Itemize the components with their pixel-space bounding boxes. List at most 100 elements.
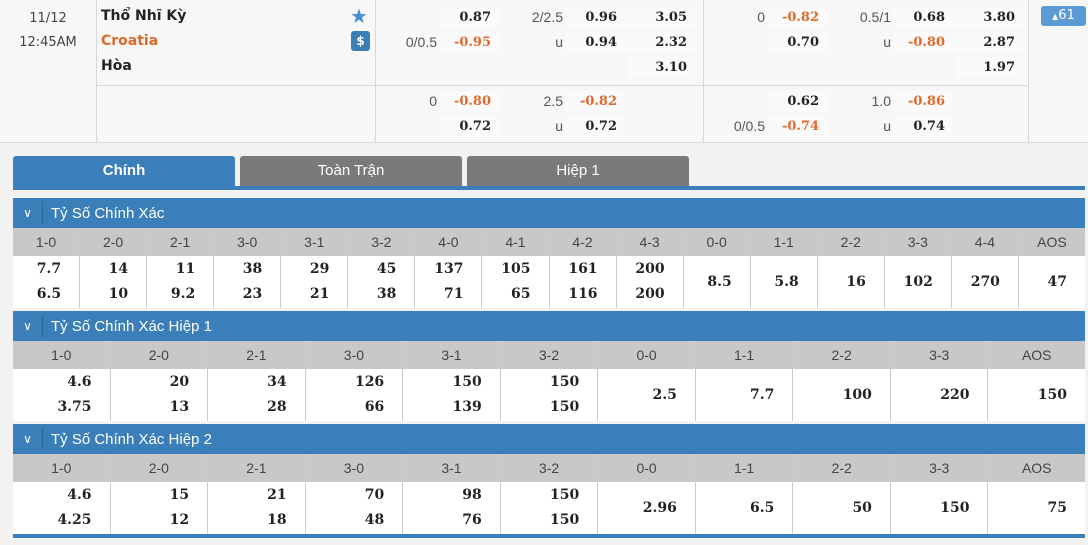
- home-score-odds[interactable]: 70: [364, 487, 385, 503]
- tab-1[interactable]: Toàn Trận: [240, 156, 462, 186]
- away-score-odds[interactable]: 116: [568, 286, 598, 302]
- home-score-odds[interactable]: 150: [452, 374, 482, 390]
- home-score-odds[interactable]: 4.6: [67, 374, 92, 390]
- away-score-odds[interactable]: 4.25: [57, 512, 92, 528]
- away-score-odds[interactable]: 21: [309, 286, 330, 302]
- score-odds[interactable]: 150: [1037, 386, 1068, 403]
- home-score-odds[interactable]: 105: [501, 261, 531, 277]
- away-score-odds[interactable]: 13: [169, 399, 190, 415]
- away-score-odds[interactable]: 3.75: [57, 399, 92, 415]
- score-odds[interactable]: 102: [903, 273, 933, 290]
- draw-odds[interactable]: 1.97: [955, 57, 1023, 78]
- away-score-odds[interactable]: 76: [462, 512, 482, 528]
- section-header[interactable]: ∨ Tỷ Số Chính Xác Hiệp 1: [13, 311, 1085, 341]
- home-score-odds[interactable]: 14: [108, 261, 129, 277]
- section-header[interactable]: ∨ Tỷ Số Chính Xác: [13, 198, 1085, 228]
- away-win-odds[interactable]: 2.87: [955, 32, 1023, 53]
- away-score-odds[interactable]: 48: [364, 512, 385, 528]
- score-column: 3-1 98 76: [403, 454, 501, 534]
- away-score-odds[interactable]: 18: [267, 512, 287, 528]
- draw-odds[interactable]: 3.10: [627, 57, 695, 78]
- home-score-odds[interactable]: 98: [462, 487, 482, 503]
- home-score-odds[interactable]: 161: [568, 261, 598, 277]
- handicap-home-odds[interactable]: 0.62: [767, 91, 827, 112]
- home-score-odds[interactable]: 21: [267, 487, 287, 503]
- score-odds[interactable]: 2.5: [652, 386, 677, 403]
- away-score-odds[interactable]: 200: [635, 286, 665, 302]
- dollar-icon[interactable]: $: [351, 31, 370, 51]
- handicap-home-odds[interactable]: 0.87: [439, 7, 499, 28]
- home-score-odds[interactable]: 29: [309, 261, 330, 277]
- home-score-odds[interactable]: 20: [169, 374, 190, 390]
- tab-2[interactable]: Hiệp 1: [467, 156, 689, 186]
- handicap-away-odds[interactable]: -0.74: [767, 116, 827, 137]
- away-score-odds[interactable]: 12: [169, 512, 190, 528]
- under-odds[interactable]: 0.94: [565, 32, 625, 53]
- home-score-odds[interactable]: 137: [434, 261, 464, 277]
- home-score-odds[interactable]: 7.7: [36, 261, 62, 277]
- away-score-odds[interactable]: 23: [242, 286, 263, 302]
- home-team[interactable]: Thổ Nhĩ Kỳ: [101, 8, 187, 24]
- handicap-home-odds[interactable]: -0.82: [767, 7, 827, 28]
- away-score-odds[interactable]: 38: [376, 286, 397, 302]
- home-score-odds[interactable]: 4.6: [67, 487, 92, 503]
- score-odds[interactable]: 8.5: [707, 273, 732, 290]
- away-team[interactable]: Croatia: [101, 33, 159, 49]
- away-score-odds[interactable]: 9.2: [170, 286, 196, 302]
- under-odds[interactable]: 0.72: [565, 116, 625, 137]
- home-win-odds[interactable]: 3.05: [627, 7, 695, 28]
- home-score-odds[interactable]: 150: [550, 374, 580, 390]
- home-score-odds[interactable]: 11: [175, 261, 196, 277]
- home-score-odds[interactable]: 126: [354, 374, 385, 390]
- under-label: u: [883, 34, 891, 50]
- away-score-odds[interactable]: 150: [550, 512, 580, 528]
- away-score-odds[interactable]: 71: [443, 286, 464, 302]
- away-score-odds[interactable]: 65: [511, 286, 531, 302]
- over-odds[interactable]: -0.86: [893, 91, 953, 112]
- home-score-odds[interactable]: 15: [169, 487, 190, 503]
- star-icon[interactable]: ★: [350, 4, 368, 28]
- away-score-odds[interactable]: 66: [364, 399, 385, 415]
- away-score-odds[interactable]: 6.5: [36, 286, 62, 302]
- score-odds[interactable]: 220: [940, 386, 970, 403]
- under-odds[interactable]: -0.80: [893, 32, 953, 53]
- score-odds[interactable]: 270: [970, 273, 1000, 290]
- home-score-odds[interactable]: 38: [242, 261, 263, 277]
- score-odds[interactable]: 7.7: [750, 386, 775, 403]
- home-score-odds[interactable]: 150: [550, 487, 580, 503]
- score-column: 3-0 70 48: [305, 454, 404, 534]
- score-odds[interactable]: 5.8: [774, 273, 799, 290]
- handicap-home-odds[interactable]: -0.80: [439, 91, 499, 112]
- score-odds[interactable]: 100: [842, 386, 872, 403]
- away-score-odds[interactable]: 28: [267, 399, 287, 415]
- score-odds[interactable]: 16: [846, 273, 866, 290]
- handicap-away-odds[interactable]: 0.72: [439, 116, 499, 137]
- over-odds[interactable]: 0.68: [893, 7, 953, 28]
- over-odds[interactable]: -0.82: [565, 91, 625, 112]
- home-win-odds[interactable]: 3.80: [955, 7, 1023, 28]
- away-score-odds[interactable]: 139: [452, 399, 482, 415]
- away-score-odds[interactable]: 150: [550, 399, 580, 415]
- score-odds[interactable]: 150: [940, 499, 970, 516]
- score-grid: 1-0 4.6 3.75 2-0 20 13 2-1 34 28 3-0 126 66 3-1 150 13…: [13, 341, 1086, 421]
- away-win-odds[interactable]: 2.32: [627, 32, 695, 53]
- score-odds[interactable]: 2.96: [642, 499, 677, 516]
- chevron-down-icon[interactable]: ∨: [13, 428, 43, 450]
- chevron-down-icon[interactable]: ∨: [13, 202, 43, 224]
- home-score-odds[interactable]: 45: [376, 261, 397, 277]
- home-score-odds[interactable]: 34: [267, 374, 287, 390]
- chevron-down-icon[interactable]: ∨: [13, 315, 43, 337]
- away-score-odds[interactable]: 10: [108, 286, 129, 302]
- more-markets-button[interactable]: ▲61: [1041, 6, 1086, 26]
- score-odds[interactable]: 6.5: [750, 499, 775, 516]
- score-odds[interactable]: 47: [1047, 273, 1067, 290]
- handicap-away-odds[interactable]: 0.70: [767, 32, 827, 53]
- score-odds[interactable]: 75: [1047, 499, 1068, 516]
- under-odds[interactable]: 0.74: [893, 116, 953, 137]
- section-header[interactable]: ∨ Tỷ Số Chính Xác Hiệp 2: [13, 424, 1085, 454]
- over-odds[interactable]: 0.96: [565, 7, 625, 28]
- home-score-odds[interactable]: 200: [635, 261, 665, 277]
- tab-0[interactable]: Chính: [13, 156, 235, 186]
- handicap-away-odds[interactable]: -0.95: [439, 32, 499, 53]
- score-odds[interactable]: 50: [852, 499, 872, 516]
